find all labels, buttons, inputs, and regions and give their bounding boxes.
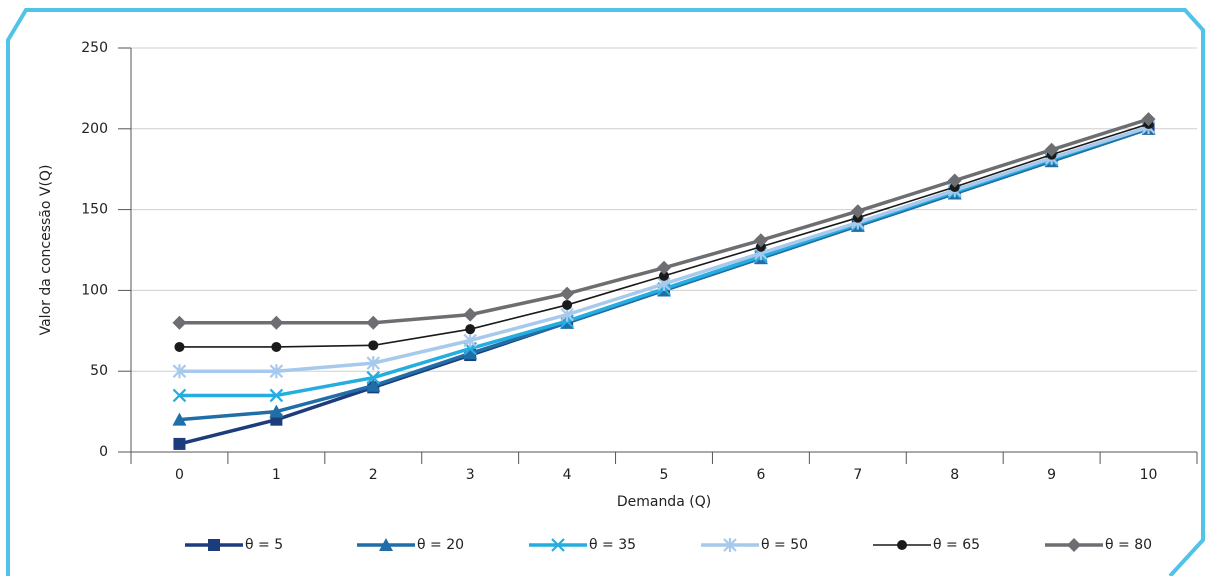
legend-marker [897,540,907,550]
x-tick-label: 2 [369,467,378,483]
frame [6,8,1205,576]
data-point [465,324,476,335]
x-tick-label: 6 [756,467,765,483]
legend-label: θ = 65 [933,537,980,553]
data-point [269,315,284,330]
y-axis-label: Valor da concessão V(Q) [38,165,54,336]
data-point [560,307,574,322]
x-axis-label: Demanda (Q) [617,494,711,510]
x-tick-label: 5 [660,467,669,483]
x-tick-label: 3 [466,467,475,483]
data-point [173,437,186,450]
x-tick-label: 9 [1047,467,1056,483]
x-tick-label: 0 [175,467,184,483]
data-point [463,346,478,360]
y-tick-label: 0 [99,444,108,460]
data-point [172,364,187,379]
data-point [172,412,187,426]
legend-marker [379,538,393,551]
data-point [271,341,282,352]
x-tick-label: 4 [563,467,572,483]
data-point [269,364,284,379]
legend-marker [723,538,737,552]
legend-marker [208,539,220,551]
series-line [179,123,1149,348]
y-tick-label: 100 [81,282,108,298]
legend-label: θ = 80 [1105,537,1152,553]
data-point [366,315,381,330]
data-point [850,204,865,219]
data-point [1044,142,1059,157]
x-tick-label: 8 [950,467,959,483]
legend-label: θ = 5 [245,537,283,553]
x-tick-label: 7 [853,467,862,483]
data-point [172,315,187,330]
data-point [659,270,669,281]
data-point [560,286,575,301]
x-tick-label: 10 [1140,467,1158,483]
data-point [463,307,478,322]
legend-label: θ = 35 [589,537,636,553]
y-tick-label: 200 [81,121,108,137]
data-point [947,173,962,188]
legend-label: θ = 20 [417,537,464,553]
data-point [366,356,381,371]
data-point [269,388,284,403]
data-point [174,341,185,352]
data-point [366,370,381,385]
y-tick-label: 250 [81,40,108,56]
data-point [269,404,284,418]
legend-marker [1067,538,1081,552]
data-point [657,260,671,275]
data-point [172,388,187,403]
data-point [1141,112,1156,127]
y-tick-label: 50 [90,363,108,379]
data-point [562,299,573,310]
data-point [368,340,379,351]
legend-label: θ = 50 [761,537,808,553]
x-tick-label: 1 [272,467,281,483]
data-point [366,378,381,392]
legend-marker [551,538,565,552]
data-point [753,233,768,248]
data-point [463,333,477,348]
y-tick-label: 150 [81,202,108,218]
